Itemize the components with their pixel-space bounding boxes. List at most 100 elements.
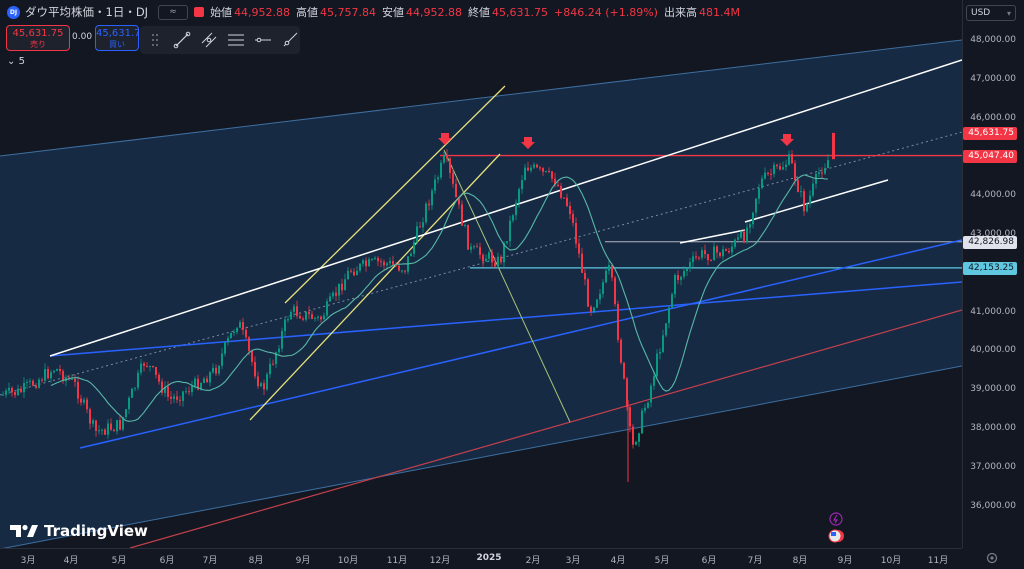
buy-button[interactable]: 45,631.75 買い — [95, 25, 139, 51]
white-trend-line-upper — [49, 59, 962, 357]
candle — [440, 162, 442, 178]
candle — [362, 260, 364, 264]
candle — [794, 163, 796, 180]
candle — [275, 352, 277, 364]
candle — [395, 264, 397, 266]
candle — [104, 429, 106, 435]
candle — [263, 383, 265, 390]
candle — [230, 332, 232, 339]
candle — [545, 171, 547, 172]
candle — [155, 367, 157, 375]
candle — [800, 191, 802, 193]
candle — [5, 390, 7, 395]
down-arrow-icon — [438, 133, 452, 145]
time-axis[interactable]: 3月 4月 5月 6月 7月 8月 9月 10月 11月 12月 2025 2月 3月 4月 5月 6月 7月 8… — [0, 548, 962, 569]
open-value: 44,952.88 — [234, 5, 291, 19]
candle — [302, 318, 304, 320]
candle — [602, 282, 604, 294]
symbol-title[interactable]: ダウ平均株価・1日・DJ — [25, 5, 149, 19]
low-label: 安値 — [382, 6, 405, 19]
events-marker[interactable] — [828, 512, 848, 548]
ray-tool-icon[interactable] — [279, 29, 300, 51]
candle — [416, 226, 418, 242]
candle — [47, 369, 49, 379]
time-label: 11月 — [927, 556, 949, 566]
candle — [281, 331, 283, 349]
candle — [536, 164, 538, 168]
price-badge: 42,153.25 — [963, 261, 1017, 275]
candle — [14, 392, 16, 396]
volume-label: 出来高 — [663, 6, 697, 19]
candle — [314, 317, 316, 319]
horizontal-ray-tool-icon[interactable] — [252, 29, 273, 51]
candle — [191, 386, 193, 393]
candle — [317, 316, 319, 318]
candle — [383, 261, 385, 266]
blue-trend-line-upper — [49, 281, 962, 357]
candle — [590, 306, 592, 312]
candle — [398, 265, 400, 271]
candle — [716, 246, 718, 253]
parallel-channel-tool-icon[interactable] — [198, 29, 219, 51]
candle — [578, 243, 580, 254]
candle — [122, 417, 124, 430]
candle — [824, 168, 826, 174]
candle — [620, 339, 622, 363]
candle — [665, 323, 667, 336]
indicators-collapse[interactable]: ⌄ 5 — [7, 56, 25, 67]
candle — [335, 292, 337, 296]
candle — [560, 186, 562, 198]
indicator-count: 5 — [18, 56, 25, 67]
candle — [479, 247, 481, 255]
time-label: 10月 — [880, 556, 902, 566]
price-label: 41,000.00 — [970, 306, 1016, 317]
currency-select[interactable]: USD ▾ — [966, 5, 1016, 21]
open-label: 始値 — [210, 6, 233, 19]
candle — [197, 378, 199, 390]
price-label: 47,000.00 — [970, 73, 1016, 84]
price-chart[interactable] — [0, 0, 962, 548]
trend-line-tool-icon[interactable] — [171, 29, 192, 51]
candle — [782, 167, 784, 170]
close-value: 45,631.75 — [492, 5, 548, 19]
candle — [515, 202, 517, 216]
candle — [272, 363, 274, 365]
down-arrow-icon — [780, 134, 794, 146]
sell-price: 45,631.75 — [12, 28, 64, 39]
candle — [512, 215, 514, 221]
candle — [500, 256, 502, 263]
candle — [32, 380, 34, 386]
time-label: 9月 — [837, 556, 853, 566]
candle — [722, 249, 724, 257]
price-label: 44,000.00 — [970, 190, 1016, 201]
candle — [662, 335, 664, 352]
price-badge: 45,047.40 — [963, 149, 1017, 163]
volume-value: 481.4M — [698, 5, 740, 19]
candle — [659, 352, 661, 354]
candle — [386, 263, 388, 266]
time-label: 2025 — [476, 553, 502, 563]
flag-icon[interactable]: ≈ — [158, 4, 189, 20]
candle — [89, 409, 91, 424]
candle — [581, 253, 583, 273]
candle — [185, 391, 187, 393]
candle — [347, 270, 349, 280]
price-badge: 45,631.75 — [963, 126, 1017, 140]
settings-gear-icon[interactable] — [985, 550, 999, 564]
candle — [746, 227, 748, 243]
sell-button[interactable]: 45,631.75 売り — [6, 25, 70, 51]
candle — [455, 183, 457, 197]
high-value: 45,757.84 — [320, 5, 377, 19]
candle — [23, 383, 25, 393]
time-label: 4月 — [610, 556, 626, 566]
candle — [818, 172, 820, 174]
candle — [464, 224, 466, 226]
candle — [446, 154, 448, 159]
candle — [506, 241, 508, 243]
drag-handle-icon[interactable] — [144, 29, 165, 51]
horizontal-lines-tool-icon[interactable] — [225, 29, 246, 51]
candle — [632, 426, 634, 445]
candle — [251, 350, 253, 362]
candle — [566, 197, 568, 206]
lightning-icon[interactable] — [829, 512, 843, 526]
